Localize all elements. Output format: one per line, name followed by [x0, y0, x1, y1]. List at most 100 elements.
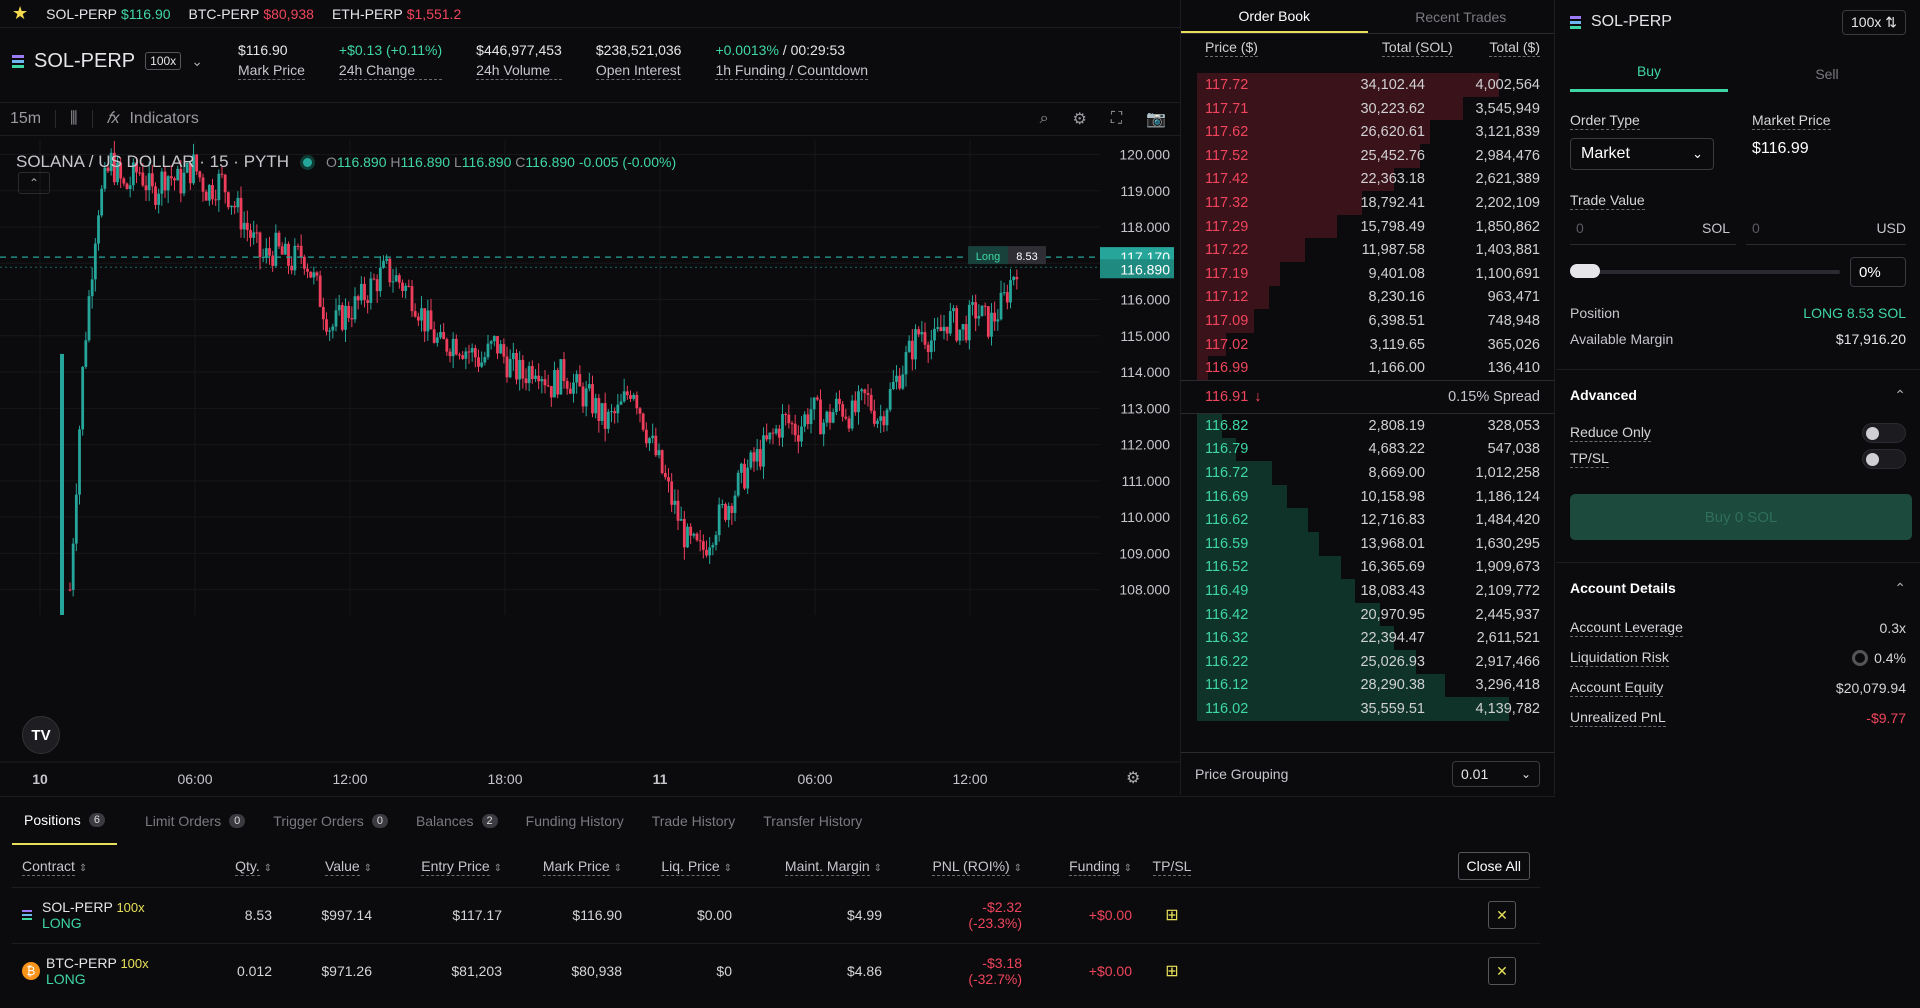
- x-tick-label: 10: [32, 771, 48, 787]
- ask-row[interactable]: 117.22 11,987.58 1,403,881: [1181, 238, 1554, 263]
- account-details-toggle[interactable]: Account Details ⌃: [1556, 563, 1920, 613]
- column-header[interactable]: Value ⇕: [282, 845, 382, 887]
- candle-type-icon[interactable]: ⫼: [55, 110, 93, 128]
- amount-slider[interactable]: [1570, 264, 1840, 278]
- chevron-up-icon: ⌃: [1894, 579, 1906, 596]
- tab-funding-history[interactable]: Funding History: [526, 797, 624, 845]
- settings-icon[interactable]: ⚙: [1072, 111, 1087, 128]
- chart-settings-icon[interactable]: ⚙: [1126, 770, 1141, 787]
- reduce-only-toggle[interactable]: [1862, 423, 1906, 443]
- solana-icon: [1570, 15, 1581, 29]
- column-header[interactable]: Liq. Price ⇕: [632, 845, 742, 887]
- usd-amount-input[interactable]: 0 USD: [1746, 220, 1906, 245]
- ask-row[interactable]: 116.99 1,166.00 136,410: [1181, 356, 1554, 380]
- candle-body: [439, 332, 442, 338]
- chart-canvas[interactable]: 120.000119.000118.000117.000116.000115.0…: [0, 140, 1180, 788]
- bid-row[interactable]: 116.59 13,968.01 1,630,295: [1181, 531, 1554, 556]
- zoom-icon[interactable]: ⌕: [1039, 110, 1049, 127]
- column-header[interactable]: Contract ⇕: [12, 845, 192, 887]
- tab-positions[interactable]: Positions 6: [12, 797, 117, 845]
- close-position-button[interactable]: ✕: [1488, 901, 1516, 929]
- leverage-button[interactable]: 100x ⇅: [1842, 9, 1906, 35]
- column-header[interactable]: Qty. ⇕: [192, 845, 282, 887]
- bid-row[interactable]: 116.52 16,365.69 1,909,673: [1181, 555, 1554, 580]
- candle-body: [591, 384, 594, 414]
- bid-row[interactable]: 116.62 12,716.83 1,484,420: [1181, 508, 1554, 532]
- column-header[interactable]: Entry Price ⇕: [382, 845, 512, 887]
- tab-recent-trades[interactable]: Recent Trades: [1415, 8, 1507, 25]
- column-header[interactable]: PNL (ROI%) ⇕: [892, 845, 1032, 887]
- collapse-legend-button[interactable]: ⌃: [18, 172, 50, 194]
- close-position-button[interactable]: ✕: [1488, 957, 1516, 986]
- buy-tab[interactable]: Buy: [1570, 63, 1728, 92]
- camera-icon[interactable]: 📷: [1146, 111, 1166, 128]
- ask-row[interactable]: 117.29 15,798.49 1,850,862: [1181, 214, 1554, 239]
- column-header[interactable]: Mark Price ⇕: [512, 845, 632, 887]
- bid-row[interactable]: 116.22 25,026.93 2,917,466: [1181, 649, 1554, 674]
- close-all-button[interactable]: Close All: [1457, 851, 1530, 880]
- ticker-item[interactable]: SOL-PERP $116.90: [46, 6, 170, 22]
- ask-row[interactable]: 117.02 3,119.65 365,026: [1181, 332, 1554, 357]
- ticker-item[interactable]: BTC-PERP $80,938: [189, 6, 314, 22]
- tab-limit-orders[interactable]: Limit Orders 0: [145, 797, 246, 845]
- ask-row[interactable]: 117.62 26,620.61 3,121,839: [1181, 120, 1554, 145]
- tab-order-book[interactable]: Order Book: [1181, 0, 1368, 33]
- add-tpsl-icon[interactable]: ⊞: [1165, 907, 1179, 924]
- percent-input[interactable]: 0%: [1850, 257, 1906, 287]
- ask-row[interactable]: 117.09 6,398.51 748,948: [1181, 309, 1554, 333]
- table-row[interactable]: ₿ BTC-PERP 100x LONG 0.012 $971.26 $81,203…: [12, 942, 1540, 999]
- advanced-section-toggle[interactable]: Advanced ⌃: [1556, 370, 1920, 420]
- bid-row[interactable]: 116.02 35,559.51 4,139,782: [1181, 697, 1554, 721]
- tab-trade-history[interactable]: Trade History: [652, 797, 736, 845]
- add-tpsl-icon[interactable]: ⊞: [1165, 963, 1179, 981]
- price-grouping-select[interactable]: 0.01 ⌄: [1452, 760, 1540, 787]
- bid-row[interactable]: 116.82 2,808.19 328,053: [1181, 414, 1554, 438]
- candle-body: [670, 481, 674, 505]
- ask-row[interactable]: 117.72 34,102.44 4,002,564: [1181, 73, 1554, 97]
- indicators-icon[interactable]: 𝑓x: [106, 110, 120, 127]
- row-price: 116.59: [1205, 535, 1249, 552]
- bid-row[interactable]: 116.72 8,669.00 1,012,258: [1181, 461, 1554, 485]
- bid-row[interactable]: 116.79 4,683.22 547,038: [1181, 437, 1554, 462]
- interval-selector[interactable]: 15m: [10, 110, 42, 127]
- candle-body: [562, 359, 566, 381]
- row-total-usd: 1,186,124: [1475, 488, 1540, 505]
- sol-amount-input[interactable]: 0 SOL: [1570, 220, 1736, 245]
- bid-row[interactable]: 116.69 10,158.98 1,186,124: [1181, 484, 1554, 509]
- tpsl-toggle[interactable]: [1862, 449, 1906, 469]
- bid-row[interactable]: 116.42 20,970.95 2,445,937: [1181, 602, 1554, 627]
- sell-tab[interactable]: Sell: [1748, 66, 1906, 92]
- table-row[interactable]: SOL-PERP 100x LONG 8.53 $997.14 $117.17 $…: [12, 886, 1540, 943]
- ask-row[interactable]: 117.12 8,230.16 963,471: [1181, 285, 1554, 310]
- price-chart[interactable]: 120.000119.000118.000117.000116.000115.0…: [0, 140, 1180, 788]
- bid-row[interactable]: 116.32 22,394.47 2,611,521: [1181, 626, 1554, 650]
- candle-body: [359, 283, 363, 301]
- submit-order-button[interactable]: Buy 0 SOL: [1570, 494, 1912, 540]
- fullscreen-icon[interactable]: ⛶: [1110, 110, 1123, 127]
- tab-trigger-orders[interactable]: Trigger Orders 0: [273, 797, 388, 845]
- ticker-item[interactable]: ETH-PERP $1,551.2: [332, 6, 461, 22]
- candle-body: [844, 416, 848, 419]
- market-selector[interactable]: SOL-PERP 100x ⌄: [0, 50, 238, 73]
- column-header[interactable]: Maint. Margin ⇕: [742, 845, 892, 887]
- bid-row[interactable]: 116.49 18,083.43 2,109,772: [1181, 579, 1554, 603]
- star-icon[interactable]: ★: [12, 3, 29, 23]
- slider-handle[interactable]: [1570, 264, 1600, 278]
- ask-row[interactable]: 117.42 22,363.18 2,621,389: [1181, 167, 1554, 192]
- tab-balances[interactable]: Balances 2: [416, 797, 498, 845]
- indicators-button[interactable]: Indicators: [129, 110, 199, 127]
- bid-row[interactable]: 116.12 28,290.38 3,296,418: [1181, 673, 1554, 698]
- ask-row[interactable]: 117.71 30,223.62 3,545,949: [1181, 96, 1554, 121]
- column-header[interactable]: TP/SL: [1142, 845, 1202, 887]
- ask-row[interactable]: 117.19 9,401.08 1,100,691: [1181, 262, 1554, 286]
- candle-body: [575, 374, 579, 383]
- candle-body: [505, 356, 509, 378]
- ask-row[interactable]: 117.52 25,452.76 2,984,476: [1181, 144, 1554, 168]
- chevron-down-icon[interactable]: ⌄: [191, 52, 203, 69]
- candle-body: [613, 411, 617, 414]
- order-type-select[interactable]: Market ⌄: [1570, 138, 1714, 170]
- y-tick-label: 110.000: [1120, 509, 1170, 525]
- ask-row[interactable]: 117.32 18,792.41 2,202,109: [1181, 191, 1554, 215]
- tab-transfer-history[interactable]: Transfer History: [763, 797, 862, 845]
- column-header[interactable]: Funding ⇕: [1032, 845, 1142, 887]
